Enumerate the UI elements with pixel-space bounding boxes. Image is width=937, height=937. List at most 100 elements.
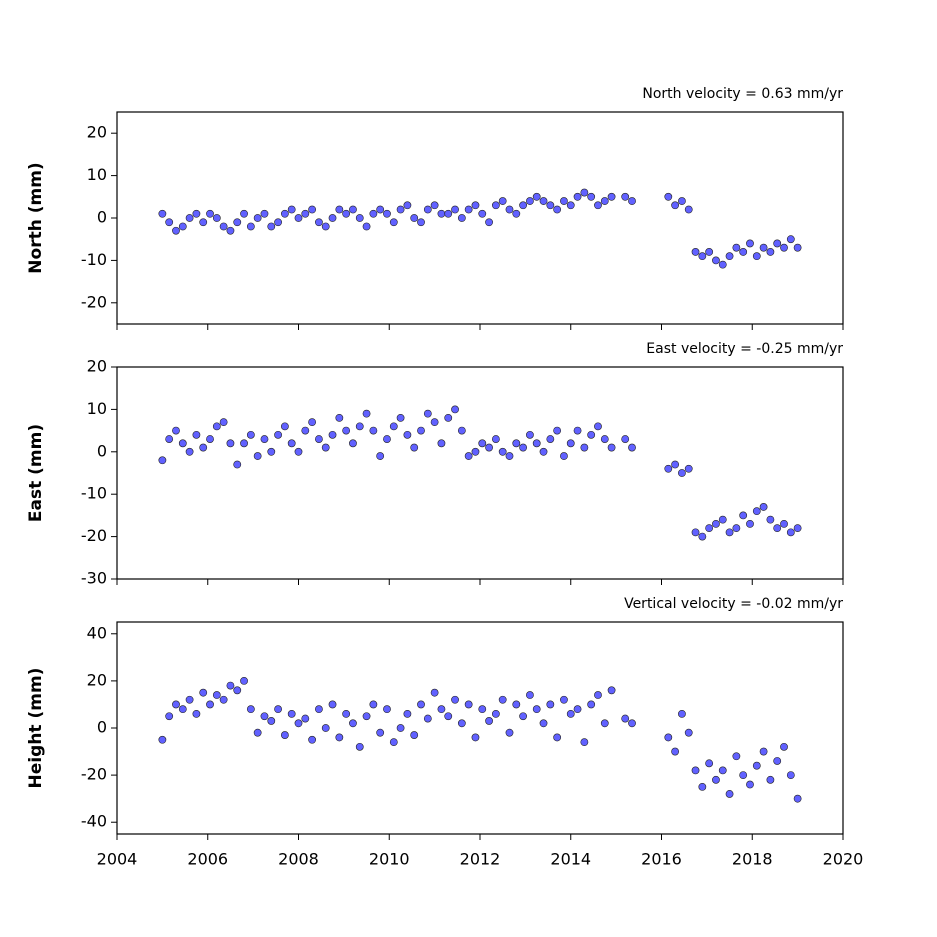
data-point — [396, 413, 405, 422]
x-tick-label: 2014 — [550, 850, 591, 869]
data-point — [246, 430, 255, 439]
data-point — [376, 452, 385, 460]
data-point — [759, 243, 768, 252]
panel-title: North velocity = 0.63 mm/yr — [642, 86, 843, 102]
data-point — [403, 201, 412, 210]
axes-frame — [116, 366, 844, 580]
data-point — [457, 214, 466, 222]
data-point — [526, 430, 534, 439]
data-point — [505, 728, 514, 737]
x-tick-label: 2004 — [97, 850, 138, 869]
data-point — [532, 705, 541, 714]
data-point — [383, 705, 391, 714]
data-point — [199, 688, 208, 697]
data-point — [621, 435, 630, 443]
data-point — [678, 197, 686, 205]
data-point — [780, 243, 788, 252]
data-point — [600, 435, 609, 443]
data-point — [226, 439, 235, 448]
data-point — [335, 413, 344, 422]
data-point — [546, 201, 555, 210]
data-point — [396, 724, 405, 732]
data-point — [594, 691, 602, 699]
data-point — [684, 205, 693, 214]
data-point — [362, 712, 371, 721]
data-point — [705, 248, 714, 256]
data-point — [560, 695, 568, 704]
data-point — [362, 409, 371, 418]
data-point — [301, 426, 310, 435]
data-point — [287, 709, 296, 718]
data-point — [172, 226, 180, 235]
data-point — [417, 700, 425, 709]
data-point — [369, 700, 378, 709]
y-tick-label: 0 — [97, 718, 107, 737]
data-point — [349, 205, 357, 214]
data-point — [512, 209, 521, 218]
data-point — [172, 700, 180, 709]
data-point — [165, 218, 174, 227]
data-point — [471, 201, 480, 210]
data-point — [212, 422, 221, 431]
data-point — [512, 439, 521, 448]
data-point — [165, 435, 174, 443]
data-point — [260, 435, 269, 443]
data-point — [444, 712, 453, 721]
data-point — [698, 252, 707, 261]
data-point — [587, 430, 596, 439]
data-point — [628, 719, 636, 728]
data-point — [478, 439, 487, 448]
data-point — [566, 201, 575, 210]
data-point — [621, 192, 630, 201]
data-point — [464, 205, 473, 214]
data-point — [253, 214, 262, 222]
data-point — [158, 735, 167, 744]
data-point — [587, 700, 596, 709]
y-tick-label: 10 — [87, 399, 107, 418]
data-point — [185, 214, 194, 222]
data-point — [301, 209, 310, 218]
data-point — [553, 426, 562, 435]
y-axis-label: East (mm) — [26, 424, 46, 522]
data-point — [206, 435, 214, 443]
data-point — [773, 757, 782, 765]
data-point — [546, 700, 555, 709]
data-point — [335, 733, 344, 742]
data-point — [376, 728, 385, 737]
data-point — [532, 439, 541, 448]
data-point — [451, 205, 459, 214]
data-point — [369, 209, 378, 218]
y-axis-label: Height (mm) — [26, 668, 46, 789]
data-point — [746, 519, 754, 528]
data-point — [718, 515, 727, 524]
data-point — [705, 524, 714, 533]
x-tick-label: 2016 — [641, 850, 682, 869]
data-point — [274, 218, 282, 227]
data-point — [437, 209, 446, 218]
data-point — [732, 243, 741, 252]
data-point — [457, 719, 466, 728]
data-point — [423, 714, 432, 723]
data-point — [233, 686, 242, 695]
data-point — [430, 201, 439, 210]
data-point — [698, 782, 707, 791]
data-point — [691, 248, 700, 256]
data-point — [739, 771, 748, 780]
data-point — [308, 418, 317, 427]
data-point — [437, 705, 446, 714]
data-point — [362, 222, 371, 231]
data-point — [505, 452, 514, 460]
y-tick-label: -40 — [81, 812, 107, 831]
data-point — [240, 439, 248, 448]
data-point — [321, 222, 330, 231]
data-point — [246, 222, 255, 231]
data-point — [212, 214, 221, 222]
data-point — [342, 426, 351, 435]
data-point — [773, 239, 782, 248]
data-point — [464, 452, 473, 460]
data-point — [553, 733, 562, 742]
data-point — [725, 252, 734, 261]
data-point — [539, 719, 548, 728]
data-point — [287, 205, 296, 214]
data-point — [355, 742, 364, 751]
